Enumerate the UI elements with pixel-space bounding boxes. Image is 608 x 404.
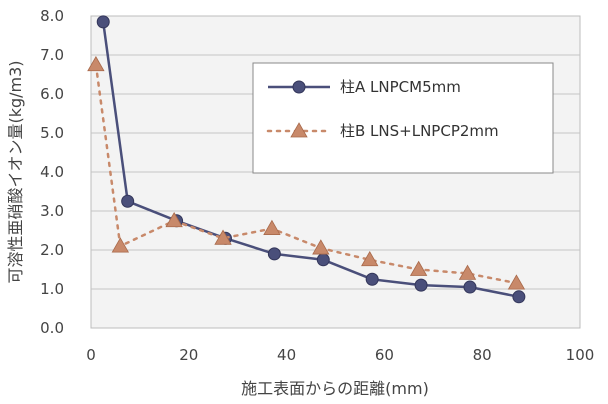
series-b bbox=[87, 55, 526, 290]
legend-marker-a bbox=[292, 80, 306, 94]
x-tick-label: 100 bbox=[566, 346, 595, 364]
x-tick-label: 20 bbox=[179, 346, 198, 364]
x-tick-label: 80 bbox=[473, 346, 492, 364]
data-point bbox=[414, 278, 428, 292]
y-tick-label: 4.0 bbox=[40, 163, 64, 181]
data-point bbox=[96, 15, 110, 29]
y-axis-title: 可溶性亜硝酸イオン量(kg/m3) bbox=[6, 60, 25, 283]
data-point bbox=[458, 264, 477, 280]
y-tick-label: 2.0 bbox=[40, 241, 64, 259]
data-point bbox=[507, 274, 526, 290]
y-tick-label: 1.0 bbox=[40, 280, 64, 298]
data-point bbox=[165, 211, 183, 228]
series-line bbox=[94, 63, 518, 285]
data-point bbox=[365, 272, 379, 286]
y-tick-label: 7.0 bbox=[40, 46, 64, 64]
y-tick-label: 6.0 bbox=[40, 85, 64, 103]
legend-box bbox=[252, 62, 554, 174]
x-tick-label: 60 bbox=[375, 346, 394, 364]
data-point bbox=[214, 229, 232, 245]
y-tick-label: 0.0 bbox=[40, 319, 64, 337]
legend-label-b: 柱B LNS+LNPCP2mm bbox=[340, 122, 499, 140]
y-axis-ticks: 0.0 1.0 2.0 3.0 4.0 5.0 6.0 7.0 8.0 bbox=[40, 7, 64, 337]
y-tick-label: 5.0 bbox=[40, 124, 64, 142]
data-point bbox=[312, 239, 330, 255]
series-line bbox=[101, 21, 520, 299]
x-axis-ticks: 0 20 40 60 80 100 bbox=[86, 346, 594, 364]
data-point bbox=[361, 250, 379, 267]
y-tick-label: 8.0 bbox=[40, 7, 64, 25]
legend: 柱A LNPCM5mm 柱B LNS+LNPCP2mm bbox=[252, 62, 554, 174]
y-tick-label: 3.0 bbox=[40, 202, 64, 220]
data-point bbox=[316, 253, 330, 267]
x-tick-label: 40 bbox=[277, 346, 296, 364]
legend-label-a: 柱A LNPCM5mm bbox=[340, 78, 461, 96]
data-point bbox=[111, 237, 130, 253]
x-tick-label: 0 bbox=[86, 346, 96, 364]
series-layer bbox=[87, 15, 526, 304]
x-axis-title: 施工表面からの距離(mm) bbox=[241, 379, 429, 398]
data-point bbox=[463, 280, 477, 294]
data-point bbox=[512, 290, 526, 304]
data-point bbox=[267, 247, 281, 261]
legend-marker-b bbox=[290, 122, 308, 138]
data-point bbox=[121, 194, 135, 208]
data-point bbox=[409, 260, 428, 276]
data-point bbox=[263, 219, 281, 235]
data-point bbox=[87, 55, 105, 72]
